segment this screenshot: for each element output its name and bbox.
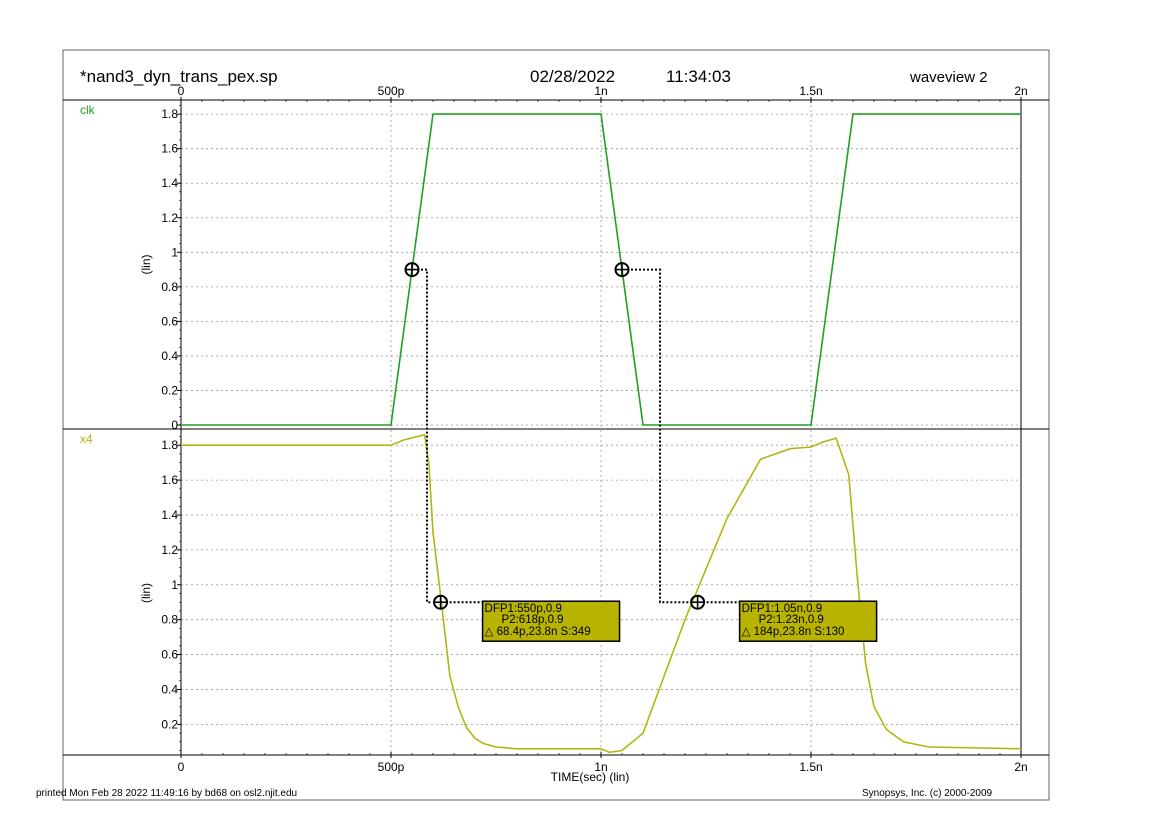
footer-printed: printed Mon Feb 28 2022 11:49:16 by bd68… bbox=[36, 788, 297, 799]
header-window: waveview 2 bbox=[909, 69, 988, 86]
y-tick-label: 0.8 bbox=[161, 613, 178, 627]
y-tick-label: 1.4 bbox=[161, 508, 178, 522]
measurement-line3: △ 68.4p,23.8n S:349 bbox=[485, 626, 591, 638]
header-date: 02/28/2022 bbox=[530, 67, 615, 86]
marker-crosshair[interactable] bbox=[690, 594, 706, 610]
measurement-connector bbox=[421, 268, 432, 604]
marker-layer: DFP1:550p,0.9P2:618p,0.9△ 68.4p,23.8n S:… bbox=[404, 262, 878, 642]
y-tick-label: 1.8 bbox=[161, 107, 178, 121]
measurement-line2: P2:618p,0.9 bbox=[502, 614, 564, 626]
x-tick-label-top: 2n bbox=[1014, 84, 1027, 98]
y-tick-label: 0.4 bbox=[161, 349, 178, 363]
y-tick-label: 0 bbox=[171, 418, 178, 432]
y-axis-label: (lin) bbox=[139, 583, 153, 603]
x-tick-label-bottom: 1n bbox=[594, 760, 607, 774]
y-tick-label: 0.2 bbox=[161, 717, 178, 731]
x-tick-label-top: 500p bbox=[378, 84, 405, 98]
footer-copyright: Synopsys, Inc. (c) 2000-2009 bbox=[862, 788, 993, 799]
y-tick-label: 0.4 bbox=[161, 682, 178, 696]
y-tick-label: 1 bbox=[171, 578, 178, 592]
measurement-line1: DFP1:1.05n,0.9 bbox=[742, 603, 823, 615]
x-tick-label-bottom: 0 bbox=[178, 760, 185, 774]
x-axis-label: TIME(sec) (lin) bbox=[551, 770, 630, 784]
marker-crosshair[interactable] bbox=[404, 262, 420, 278]
y-tick-label: 0.2 bbox=[161, 383, 178, 397]
marker-crosshair[interactable] bbox=[433, 594, 449, 610]
x-tick-label-top: 1.5n bbox=[799, 84, 822, 98]
header-filename: *nand3_dyn_trans_pex.sp bbox=[80, 67, 278, 86]
y-axis-label: (lin) bbox=[139, 254, 153, 274]
panel-signal-name: clk bbox=[80, 103, 96, 117]
y-tick-label: 1.2 bbox=[161, 211, 178, 225]
x-tick-label-bottom: 2n bbox=[1014, 760, 1027, 774]
y-tick-label: 1.6 bbox=[161, 142, 178, 156]
measurement-box[interactable]: DFP1:1.05n,0.9P2:1.23n,0.9△ 184p,23.8n S… bbox=[738, 600, 878, 642]
y-tick-label: 1 bbox=[171, 245, 178, 259]
y-tick-label: 1.6 bbox=[161, 473, 178, 487]
x-tick-label-bottom: 1.5n bbox=[799, 760, 822, 774]
y-tick-label: 0.6 bbox=[161, 314, 178, 328]
measurement-box-bg bbox=[738, 600, 878, 642]
y-tick-label: 0.6 bbox=[161, 648, 178, 662]
measurement-line3: △ 184p,23.8n S:130 bbox=[742, 626, 845, 638]
y-tick-label: 1.8 bbox=[161, 438, 178, 452]
measurement-box-bg bbox=[481, 600, 621, 642]
x-tick-label-top: 1n bbox=[594, 84, 607, 98]
y-tick-label: 1.2 bbox=[161, 543, 178, 557]
measurement-line2: P2:1.23n,0.9 bbox=[759, 614, 824, 626]
marker-crosshair[interactable] bbox=[614, 262, 630, 278]
x-tick-label-bottom: 500p bbox=[378, 760, 405, 774]
axes-layer: 0 0 500p 500p 1n 1n 1.5n 1.5n 2n 2n 0 0.2 0.4 0.6 0.8 1… bbox=[63, 84, 1049, 774]
grid-layer bbox=[181, 100, 1021, 755]
y-tick-label: 1.4 bbox=[161, 176, 178, 190]
measurement-line1: DFP1:550p,0.9 bbox=[485, 603, 562, 615]
measurement-box[interactable]: DFP1:550p,0.9P2:618p,0.9△ 68.4p,23.8n S:… bbox=[481, 600, 621, 642]
x-tick-label-top: 0 bbox=[178, 84, 185, 98]
y-tick-label: 0.8 bbox=[161, 280, 178, 294]
panel-signal-name: x4 bbox=[80, 432, 93, 446]
header-time: 11:34:03 bbox=[666, 67, 731, 86]
